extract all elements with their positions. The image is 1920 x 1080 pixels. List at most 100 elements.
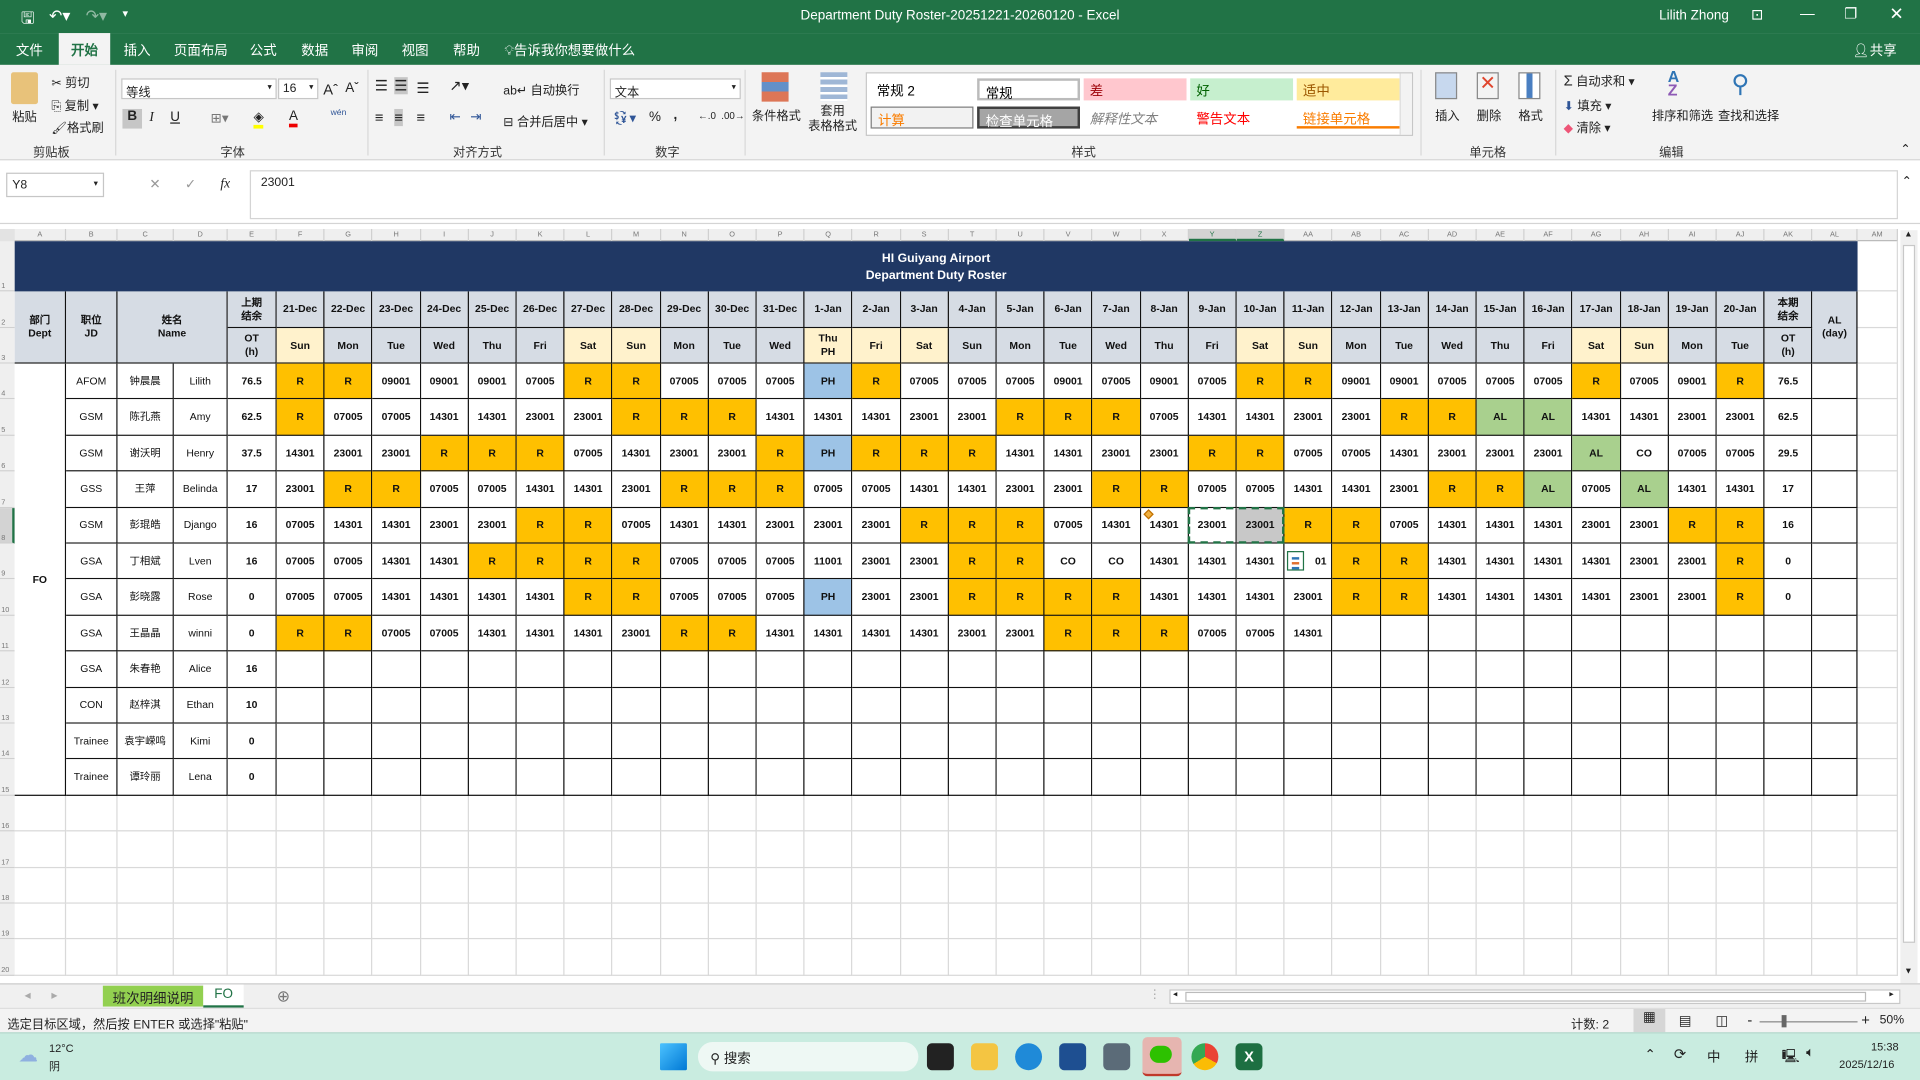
shift-cell[interactable] [1140,723,1189,760]
row-header-17[interactable]: 17 [0,831,15,868]
shift-cell[interactable] [804,723,853,760]
header-weekday[interactable]: Wed [1428,328,1477,364]
shift-cell[interactable]: R [852,435,901,472]
shift-cell[interactable] [1572,723,1621,760]
shift-cell[interactable]: 14301 [516,471,565,508]
column-header-AC[interactable]: AC [1381,228,1429,242]
empty-cell[interactable] [996,903,1045,940]
shift-cell[interactable] [1716,687,1765,724]
staff-name-en[interactable]: winni [173,615,228,652]
empty-cell[interactable] [564,795,613,832]
empty-cell[interactable] [14,867,67,904]
shift-cell[interactable]: R [1572,363,1621,400]
empty-cell[interactable] [564,831,613,868]
shift-cell[interactable]: R [948,507,997,544]
staff-al[interactable] [1812,471,1858,508]
shift-cell[interactable]: 07005 [1332,435,1381,472]
shift-cell[interactable]: R [468,543,517,580]
empty-cell[interactable] [1572,795,1621,832]
shift-cell[interactable] [1332,651,1381,688]
empty-cell[interactable] [1284,795,1333,832]
scroll-left-icon[interactable]: ◂ [1173,990,1178,1000]
shift-cell[interactable]: R [516,543,565,580]
shift-cell[interactable] [708,723,757,760]
shift-cell[interactable]: 07005 [1188,471,1237,508]
expand-formula-bar-icon[interactable]: ⌃ [1901,175,1912,189]
empty-cell[interactable] [1857,903,1898,940]
row-header-16[interactable]: 16 [0,795,15,832]
header-weekday[interactable]: Sun [1284,328,1333,364]
paste-button[interactable]: 粘贴 [12,111,37,125]
header-weekday[interactable]: Sat [1572,328,1621,364]
shift-cell[interactable]: R [1428,471,1477,508]
file-explorer-icon[interactable] [971,1043,998,1071]
shift-cell[interactable] [996,687,1045,724]
empty-cell[interactable] [324,831,373,868]
empty-cell[interactable] [1476,903,1525,940]
shift-cell[interactable]: R [1716,579,1765,616]
empty-cell[interactable] [1572,867,1621,904]
empty-cell[interactable] [276,867,325,904]
shift-cell[interactable]: 23001 [1620,507,1669,544]
shift-cell[interactable]: 23001 [1620,579,1669,616]
shift-cell[interactable]: 14301 [1284,615,1333,652]
align-right-icon[interactable]: ≡ [416,108,425,127]
empty-cell[interactable] [1092,831,1141,868]
align-top-icon[interactable]: ☰ [374,77,388,95]
shift-cell[interactable] [324,687,373,724]
shift-cell[interactable]: 07005 [1476,363,1525,400]
shift-cell[interactable]: 14301 [948,471,997,508]
shift-cell[interactable]: 07005 [1572,471,1621,508]
shift-cell[interactable] [1572,651,1621,688]
header-date[interactable]: 23-Dec [372,291,421,329]
shift-cell[interactable]: R [564,543,613,580]
shift-cell[interactable]: 07005 [1284,435,1333,472]
shift-cell[interactable] [420,759,469,796]
staff-prev-ot[interactable]: 37.5 [227,435,277,472]
insert-function-icon[interactable]: fx [220,176,231,192]
shift-cell[interactable]: PH [804,435,853,472]
shift-cell[interactable]: R [948,435,997,472]
font-size-select[interactable]: 16 ▾ [277,78,319,100]
shift-cell[interactable]: 14301 [1380,435,1429,472]
shift-cell[interactable]: R [1092,615,1141,652]
ime-mode[interactable]: 拼 [1744,1050,1759,1066]
header-weekday[interactable]: Wed [420,328,469,364]
shift-cell[interactable]: 07005 [1524,363,1573,400]
shift-cell[interactable] [1380,615,1429,652]
shift-cell[interactable]: R [900,507,949,544]
shift-cell[interactable]: 14301 [516,615,565,652]
staff-cur-ot[interactable] [1764,651,1813,688]
shift-cell[interactable]: 14301 [1524,579,1573,616]
align-bottom-icon[interactable]: ☰ [416,79,430,97]
empty-cell[interactable] [1140,867,1189,904]
empty-cell[interactable] [516,939,565,976]
empty-cell[interactable] [1428,939,1477,976]
empty-cell[interactable] [468,867,517,904]
empty-cell[interactable] [1857,241,1898,292]
weather-desc[interactable]: 阴 [48,1060,61,1073]
shift-cell[interactable] [420,687,469,724]
shift-cell[interactable]: R [1140,615,1189,652]
shift-cell[interactable] [1620,723,1669,760]
empty-cell[interactable] [1668,795,1717,832]
empty-cell[interactable] [1524,939,1573,976]
shift-cell[interactable]: AL [1572,435,1621,472]
empty-cell[interactable] [117,795,174,832]
shift-cell[interactable]: 14301 [852,615,901,652]
empty-cell[interactable] [1380,939,1429,976]
staff-name-cn[interactable]: 赵梓淇 [117,687,174,724]
empty-cell[interactable] [948,795,997,832]
delete-cells-button[interactable]: 删除 [1476,110,1502,124]
shift-cell[interactable]: 07005 [708,543,757,580]
horizontal-scrollbar[interactable]: ◂ ▸ [1169,989,1901,1005]
column-header-A[interactable]: A [15,228,67,242]
shift-cell[interactable]: 14301 [1476,507,1525,544]
row-header-1[interactable]: 1 [0,241,15,292]
minimize-button[interactable]: — [1800,4,1815,23]
shift-cell[interactable] [1620,615,1669,652]
shift-cell[interactable] [1428,723,1477,760]
italic-button[interactable]: I [149,110,154,125]
task-view-icon[interactable] [926,1043,954,1071]
clock-time[interactable]: 15:38 [1871,1040,1899,1054]
